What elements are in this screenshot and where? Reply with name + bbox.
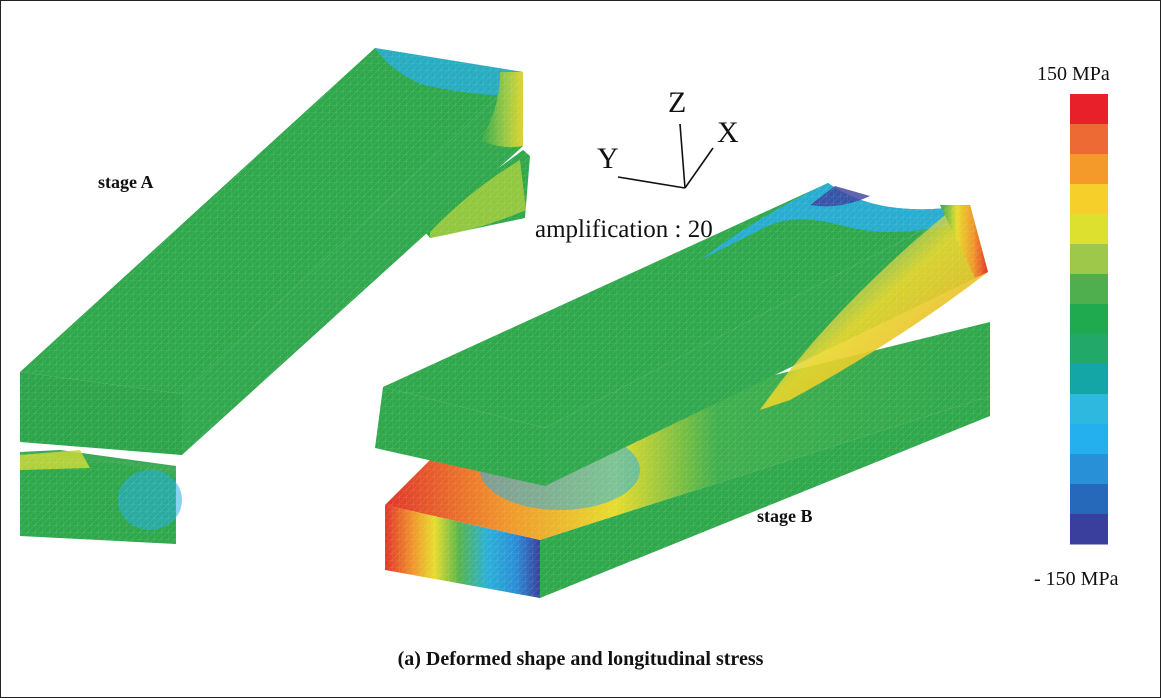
axis-y-label: Y (597, 142, 619, 175)
colorbar-band (1070, 124, 1108, 155)
colorbar-band (1070, 394, 1108, 425)
amplification-label: amplification : 20 (535, 216, 713, 243)
stage-a-gap-slab (420, 150, 530, 238)
colorbar-band (1070, 304, 1108, 335)
axis-x-label: X (717, 116, 739, 149)
colorbar-band (1070, 514, 1108, 545)
colorbar-max-label: 150 MPa (1037, 63, 1110, 85)
stage-b-upper-block (375, 183, 988, 486)
stage-a-label: stage A (98, 172, 154, 192)
coordinate-axes (617, 123, 714, 189)
colorbar-band (1070, 274, 1108, 305)
colorbar-band (1070, 484, 1108, 515)
stage-a-upper-block (20, 48, 523, 455)
axis-y-line (617, 176, 686, 189)
axis-x-line (684, 147, 714, 189)
stage-b-label: stage B (757, 506, 813, 526)
colorbar-min-label: - 150 MPa (1034, 568, 1119, 590)
colorbar-band (1070, 454, 1108, 485)
colorbar-band (1070, 244, 1108, 275)
colorbar-band (1070, 94, 1108, 125)
stage-a-lower-block (20, 450, 182, 544)
stress-colorbar (1070, 94, 1108, 545)
colorbar-band (1070, 364, 1108, 395)
colorbar-band (1070, 214, 1108, 245)
colorbar-band (1070, 154, 1108, 185)
figure-caption: (a) Deformed shape and longitudinal stre… (397, 648, 764, 670)
colorbar-band (1070, 424, 1108, 455)
colorbar-band (1070, 334, 1108, 365)
axis-z-label: Z (668, 86, 687, 119)
colorbar-band (1070, 184, 1108, 215)
axis-z-line (679, 123, 686, 189)
